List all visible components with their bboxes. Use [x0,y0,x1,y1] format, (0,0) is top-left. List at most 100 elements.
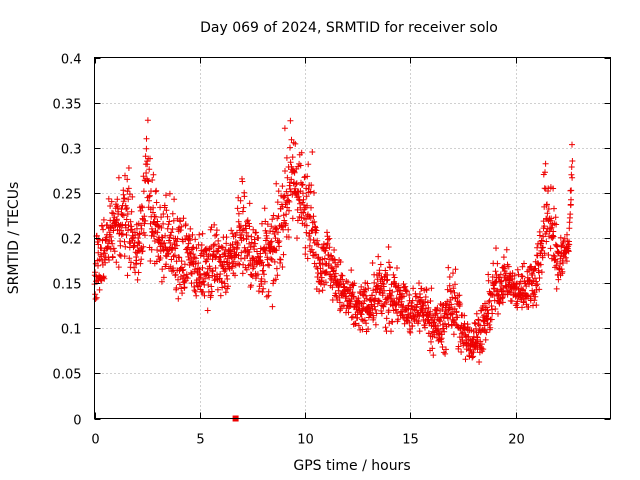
data-point [177,218,184,225]
data-point [363,320,370,327]
data-point [164,213,171,220]
data-point [557,234,564,241]
data-point [230,258,237,265]
data-point [336,299,343,306]
data-point [98,253,105,260]
data-point [473,310,480,317]
data-point [298,149,305,156]
data-point [125,196,132,203]
data-point [176,281,183,288]
data-point [124,211,131,217]
data-point [547,245,554,252]
data-point [269,303,276,310]
data-point [246,200,253,207]
data-point [286,198,293,205]
data-point [120,191,127,198]
data-point [208,288,215,295]
data-point [147,258,154,264]
data-point [182,221,189,228]
data-point [282,220,289,227]
data-point [275,188,282,195]
data-point [107,203,114,209]
data-point [277,260,284,266]
data-point [281,217,288,224]
data-point [235,260,241,267]
data-point [181,284,188,291]
data-point [247,244,254,251]
data-point [380,303,387,310]
data-point [471,319,478,326]
data-point [273,225,280,232]
data-point [151,230,158,237]
data-point [553,221,560,228]
data-point [143,170,150,176]
data-point [439,306,446,313]
data-point [304,255,311,262]
data-point [352,320,359,327]
data-point [107,246,114,253]
data-point [538,269,545,276]
data-point [305,161,312,168]
data-point [212,265,219,271]
data-point [282,168,288,174]
data-point [261,205,268,212]
data-point [334,261,341,268]
data-point [553,242,560,249]
data-point [252,240,259,247]
data-point [212,254,219,261]
data-point [534,244,541,251]
data-point [499,299,506,306]
y-tick-label: 0.2 [61,233,82,248]
data-point [283,154,290,161]
data-point [555,276,562,283]
data-point [448,301,455,308]
data-point [409,297,416,304]
data-point [300,196,307,203]
data-point [238,255,244,262]
data-point [158,214,165,221]
y-tick-label: 0.35 [53,98,82,113]
data-point [437,318,444,325]
data-point [422,324,428,331]
data-point [566,241,573,248]
data-point [347,286,354,293]
data-point [113,259,120,266]
data-point [422,294,429,300]
data-point [165,221,172,228]
data-point [234,205,241,212]
data-point [218,279,225,286]
data-point [279,183,286,190]
y-tick-label: 0.4 [61,53,82,68]
data-point [158,278,165,285]
data-point [194,282,201,289]
data-point [149,177,156,183]
data-point [128,208,135,215]
x-tick-label: 5 [196,433,204,448]
data-point [382,324,389,331]
data-point [378,307,385,314]
data-point [519,263,526,270]
data-point [125,165,132,171]
data-point [153,199,160,206]
data-point [362,292,369,299]
data-point [191,254,198,261]
data-point [462,356,469,363]
data-point [206,274,213,281]
axis-ticks: 0 0.05 0.1 0.15 0.2 0.25 0.3 0.35 0.4 0 5 10 15 20 [53,53,611,448]
data-point [208,283,215,290]
data-point [428,285,435,292]
data-point [533,278,540,285]
data-point [138,225,145,232]
data-point [212,232,219,239]
data-point [365,285,372,292]
data-point [486,297,493,304]
data-point [531,297,538,304]
data-point [174,235,181,242]
data-point [529,272,536,278]
data-point [218,244,225,250]
data-point [395,316,402,323]
data-point [163,261,170,268]
data-point [188,280,195,287]
data-point [207,253,214,260]
